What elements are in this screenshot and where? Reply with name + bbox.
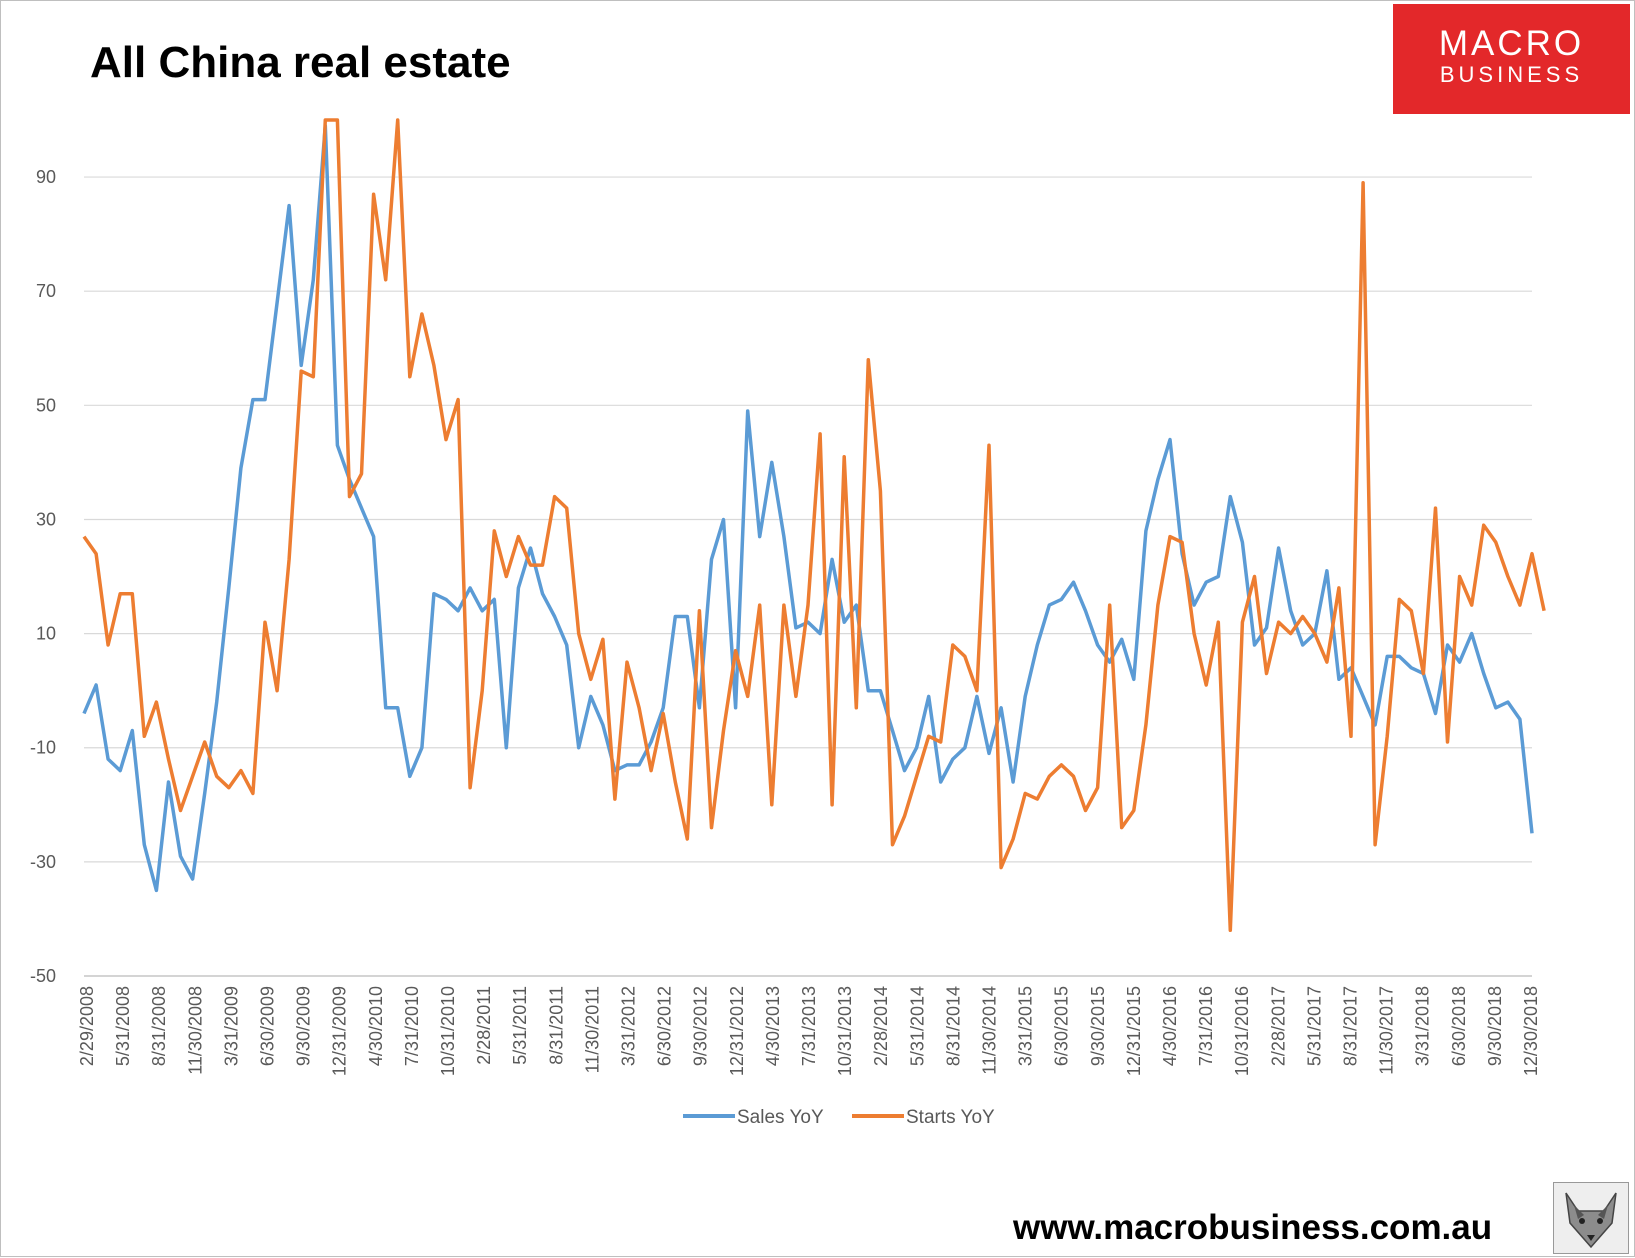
x-tick-label: 10/31/2013 <box>835 986 855 1076</box>
x-tick-label: 2/28/2011 <box>474 986 494 1065</box>
chart-title: All China real estate <box>90 38 511 87</box>
x-tick-label: 3/31/2015 <box>1016 986 1036 1066</box>
x-tick-label: 8/31/2008 <box>149 986 169 1066</box>
y-tick-label: 50 <box>36 395 56 415</box>
x-tick-label: 9/30/2015 <box>1088 986 1108 1066</box>
x-tick-label: 2/28/2014 <box>871 986 891 1066</box>
x-tick-label: 12/31/2015 <box>1124 986 1144 1076</box>
x-tick-label: 12/31/2012 <box>727 986 747 1076</box>
logo-line1: MACRO <box>1438 24 1585 63</box>
x-tick-label: 6/30/2012 <box>655 986 675 1066</box>
x-tick-label: 11/30/2017 <box>1377 986 1397 1075</box>
x-tick-label: 6/30/2018 <box>1449 986 1469 1066</box>
x-tick-label: 7/31/2013 <box>799 986 819 1066</box>
x-tick-label: 4/30/2016 <box>1160 986 1180 1066</box>
x-tick-label: 3/31/2018 <box>1413 986 1433 1066</box>
macrobusiness-logo: MACRO BUSINESS <box>1393 4 1630 114</box>
x-tick-label: 12/30/2018 <box>1521 986 1541 1076</box>
logo-line2: BUSINESS <box>1439 62 1584 87</box>
wolf-icon <box>1553 1182 1629 1254</box>
legend-label: Starts YoY <box>906 1107 995 1128</box>
x-tick-label: 8/31/2011 <box>546 986 566 1065</box>
x-tick-label: 7/31/2010 <box>402 986 422 1066</box>
x-axis-ticks: 2/29/2008 5/31/2008 8/31/2008 11/30/2008 3/3… <box>77 986 1541 1076</box>
x-tick-label: 8/31/2017 <box>1341 986 1361 1066</box>
x-tick-label: 6/30/2015 <box>1052 986 1072 1066</box>
y-tick-label: 90 <box>36 167 56 187</box>
y-tick-label: -10 <box>30 738 56 758</box>
y-tick-label: -50 <box>30 966 56 986</box>
y-tick-label: 10 <box>36 624 56 644</box>
x-tick-label: 4/30/2010 <box>366 986 386 1066</box>
x-tick-label: 11/30/2011 <box>582 986 602 1073</box>
legend: Sales YoY Starts YoY <box>683 1107 995 1128</box>
x-tick-label: 6/30/2009 <box>258 986 278 1066</box>
legend-label: Sales YoY <box>737 1107 824 1128</box>
x-tick-label: 3/31/2012 <box>619 986 639 1066</box>
x-tick-label: 9/30/2009 <box>294 986 314 1066</box>
website-url: www.macrobusiness.com.au <box>1013 1208 1493 1247</box>
x-tick-label: 10/31/2016 <box>1232 986 1252 1076</box>
x-tick-label: 2/29/2008 <box>77 986 97 1066</box>
x-tick-label: 12/31/2009 <box>330 986 350 1076</box>
x-tick-label: 2/28/2017 <box>1268 986 1288 1066</box>
x-tick-label: 11/30/2008 <box>185 986 205 1075</box>
gridlines <box>84 176 1532 977</box>
series-lines <box>82 118 1546 933</box>
x-tick-label: 8/31/2014 <box>943 986 963 1066</box>
x-tick-label: 5/31/2011 <box>510 986 530 1065</box>
series-line-starts-yoy <box>82 118 1546 933</box>
y-axis-ticks: 90 70 50 30 10 -10 -30 -50 <box>30 167 56 986</box>
x-tick-label: 5/31/2014 <box>907 986 927 1066</box>
x-tick-label: 9/30/2012 <box>691 986 711 1066</box>
x-tick-label: 7/31/2016 <box>1196 986 1216 1066</box>
y-tick-label: 70 <box>36 281 56 301</box>
x-tick-label: 5/31/2008 <box>113 986 133 1066</box>
series-line-sales-yoy <box>82 123 1534 893</box>
x-tick-label: 11/30/2014 <box>980 986 1000 1075</box>
y-tick-label: -30 <box>30 852 56 872</box>
x-tick-label: 5/31/2017 <box>1304 986 1324 1066</box>
x-tick-label: 9/30/2018 <box>1485 986 1505 1066</box>
x-tick-label: 4/30/2013 <box>763 986 783 1066</box>
y-tick-label: 30 <box>36 509 56 529</box>
x-tick-label: 10/31/2010 <box>438 986 458 1076</box>
x-tick-label: 3/31/2009 <box>221 986 241 1066</box>
